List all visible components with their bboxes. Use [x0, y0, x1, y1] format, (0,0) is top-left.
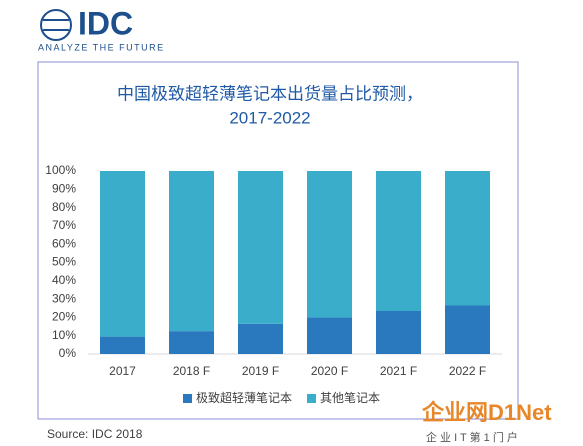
logo: IDC ANALYZE THE FUTURE [38, 5, 165, 52]
y-tick-label: 80% [52, 200, 76, 214]
y-tick-label: 90% [52, 181, 76, 195]
y-tick-label: 10% [52, 328, 76, 342]
y-tick-label: 50% [52, 255, 76, 269]
logo-name: IDC [78, 5, 133, 41]
legend-swatch [183, 394, 192, 403]
chart-subtitle: 2017-2022 [229, 108, 310, 127]
bar-segment [307, 171, 352, 318]
bar-segment [169, 171, 214, 332]
x-tick-label: 2017 [109, 364, 136, 378]
bar-segment [445, 171, 490, 306]
bar-segment [238, 171, 283, 324]
y-tick-label: 40% [52, 273, 76, 287]
bar-segment [445, 305, 490, 354]
y-tick-label: 100% [45, 163, 76, 177]
x-tick-label: 2019 F [242, 364, 279, 378]
bar-segment [376, 171, 421, 311]
legend-label: 其他笔记本 [320, 390, 380, 405]
y-tick-label: 20% [52, 310, 76, 324]
x-tick-label: 2021 F [380, 364, 417, 378]
watermark-slogan: 企 业 I T 第 1 门 户 [426, 430, 518, 444]
bar-segment [376, 310, 421, 354]
logo-tagline: ANALYZE THE FUTURE [38, 42, 165, 52]
x-tick-label: 2018 F [173, 364, 210, 378]
chart-frame [37, 61, 519, 420]
y-tick-label: 70% [52, 218, 76, 232]
logo-globe [40, 9, 72, 41]
bar-segment [238, 323, 283, 354]
y-tick-label: 60% [52, 236, 76, 250]
legend-swatch [307, 394, 316, 403]
bar-segment [169, 331, 214, 354]
chart-title: 中国极致超轻薄笔记本出货量占比预测， [117, 84, 423, 103]
source: Source: IDC 2018 [47, 427, 143, 441]
x-tick-label: 2022 F [449, 364, 486, 378]
y-tick-label: 30% [52, 291, 76, 305]
legend-label: 极致超轻薄笔记本 [196, 390, 292, 405]
bar-segment [100, 336, 145, 354]
bar-segment [307, 317, 352, 354]
x-tick-label: 2020 F [311, 364, 348, 378]
watermark-brand: 企业网D1Net [421, 400, 552, 425]
y-tick-label: 0% [59, 346, 77, 360]
bar-segment [100, 171, 145, 337]
